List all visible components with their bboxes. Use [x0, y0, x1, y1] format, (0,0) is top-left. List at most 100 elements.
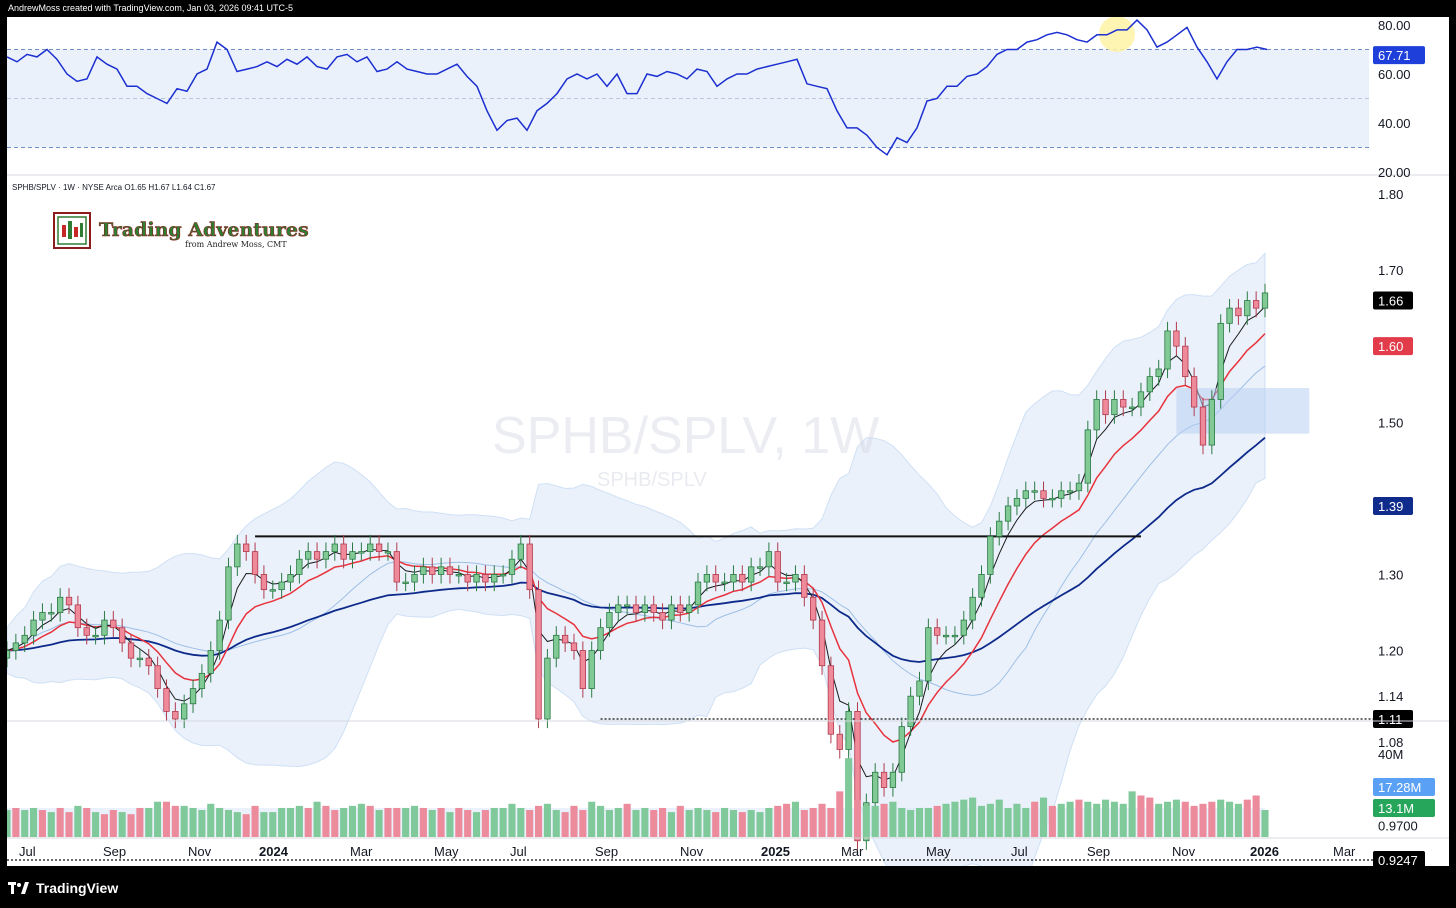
- volume-bar: [446, 812, 454, 837]
- candle-body: [996, 520, 1003, 537]
- volume-bar: [171, 805, 179, 837]
- volume-bar: [1208, 801, 1216, 837]
- price-tick-label: 1.50: [1378, 415, 1403, 430]
- candle-body: [1244, 300, 1251, 317]
- volume-bar: [712, 812, 720, 837]
- volume-bar: [1066, 801, 1074, 837]
- candle-body: [305, 551, 312, 560]
- volume-bar: [313, 801, 321, 837]
- volume-bar: [676, 805, 684, 837]
- volume-bar: [1119, 803, 1127, 837]
- volume-bar: [393, 807, 401, 837]
- volume-bar: [260, 812, 268, 837]
- volume-bar: [756, 812, 764, 837]
- candle-body: [429, 566, 436, 575]
- volume-bar: [1217, 799, 1225, 837]
- candle-body: [65, 596, 73, 606]
- candle-body: [694, 581, 702, 606]
- candle-body: [889, 771, 897, 788]
- time-tick-label: May: [926, 844, 951, 859]
- volume-bar: [1172, 799, 1180, 837]
- volume-bar: [597, 805, 605, 837]
- volume-bar: [543, 803, 551, 837]
- candle-body: [659, 612, 666, 621]
- candle-body: [251, 551, 259, 575]
- watermark-sub: SPHB/SPLV: [597, 469, 707, 491]
- volume-bar: [650, 810, 658, 837]
- volume-bar: [162, 801, 171, 837]
- candle-body: [526, 543, 533, 591]
- volume-bar: [889, 801, 897, 837]
- volume-bar: [419, 807, 427, 837]
- candle-body: [978, 574, 985, 598]
- candle-body: [987, 535, 994, 575]
- volume-bar: [74, 805, 82, 837]
- volume-bar: [933, 805, 941, 837]
- volume-bar: [561, 812, 569, 837]
- candle-body: [1075, 482, 1083, 492]
- volume-bar: [915, 807, 924, 837]
- candle-body: [375, 543, 383, 553]
- price-badge-label: 1.60: [1378, 339, 1403, 354]
- candle-body: [801, 574, 808, 598]
- candle-body: [765, 551, 773, 568]
- candle-body: [225, 566, 232, 621]
- price-badge: [1373, 710, 1413, 729]
- volume-pane: 40M 17.28M 13.1M: [7, 747, 1449, 839]
- candle-body: [260, 574, 268, 591]
- candle-body: [163, 688, 170, 712]
- price-badge-label: 1.66: [1378, 294, 1403, 309]
- time-tick-label: Sep: [595, 844, 618, 859]
- footer: TradingView: [8, 878, 118, 898]
- candle-body: [189, 688, 197, 705]
- rsi-value-badge-label: 67.71: [1378, 48, 1411, 63]
- price-pane: 1.801.701.501.301.201.141.081.020.97001.…: [7, 187, 1449, 866]
- candle-body: [880, 771, 888, 788]
- volume-bar: [242, 814, 250, 837]
- price-badge-label: 0.9247: [1378, 853, 1418, 866]
- volume-bar: [818, 803, 826, 837]
- candle-body: [632, 604, 640, 613]
- volume-bar: [154, 801, 162, 837]
- candle-body: [101, 619, 108, 636]
- volume-bar: [233, 812, 241, 837]
- chart-svg: 80.00 60.00 40.00 20.00 67.71 1.80 1.70 1.50 1.…: [7, 17, 1449, 866]
- volume-bar: [127, 814, 135, 837]
- volume-bar: [960, 799, 968, 837]
- volume-bar: [384, 807, 392, 837]
- volume-bar: [995, 799, 1003, 837]
- volume-bar: [366, 805, 374, 837]
- price-badge: [1373, 291, 1413, 310]
- candle-body: [561, 634, 569, 644]
- volume-bar: [118, 812, 126, 837]
- volume-bar: [898, 807, 906, 837]
- volume-bar: [605, 810, 613, 837]
- candle-body: [544, 657, 551, 720]
- candle-body: [650, 604, 657, 613]
- candle-body: [402, 581, 409, 584]
- volume-bar: [747, 810, 755, 837]
- candle-body: [482, 574, 489, 583]
- candle-body: [1226, 307, 1233, 324]
- candle-body: [30, 619, 37, 636]
- volume-bar: [207, 803, 215, 837]
- candle-body: [703, 574, 711, 583]
- candle-body: [668, 604, 675, 621]
- volume-bar: [455, 807, 463, 837]
- volume-bar: [331, 810, 339, 837]
- volume-bar: [1155, 803, 1163, 837]
- candle-body: [393, 551, 400, 583]
- volume-bar: [1181, 801, 1189, 837]
- candle-body: [340, 543, 347, 560]
- volume-bar: [410, 805, 419, 837]
- volume-bar: [880, 803, 888, 837]
- candle-body: [499, 574, 507, 577]
- candle-body: [517, 543, 524, 560]
- volume-bar: [145, 807, 153, 837]
- candle-body: [1208, 399, 1215, 446]
- volume-tick-label: 40M: [1378, 747, 1403, 762]
- volume-bar: [1057, 803, 1065, 837]
- volume-bar: [588, 801, 596, 837]
- volume-bar: [774, 805, 782, 837]
- volume-bar: [853, 799, 862, 837]
